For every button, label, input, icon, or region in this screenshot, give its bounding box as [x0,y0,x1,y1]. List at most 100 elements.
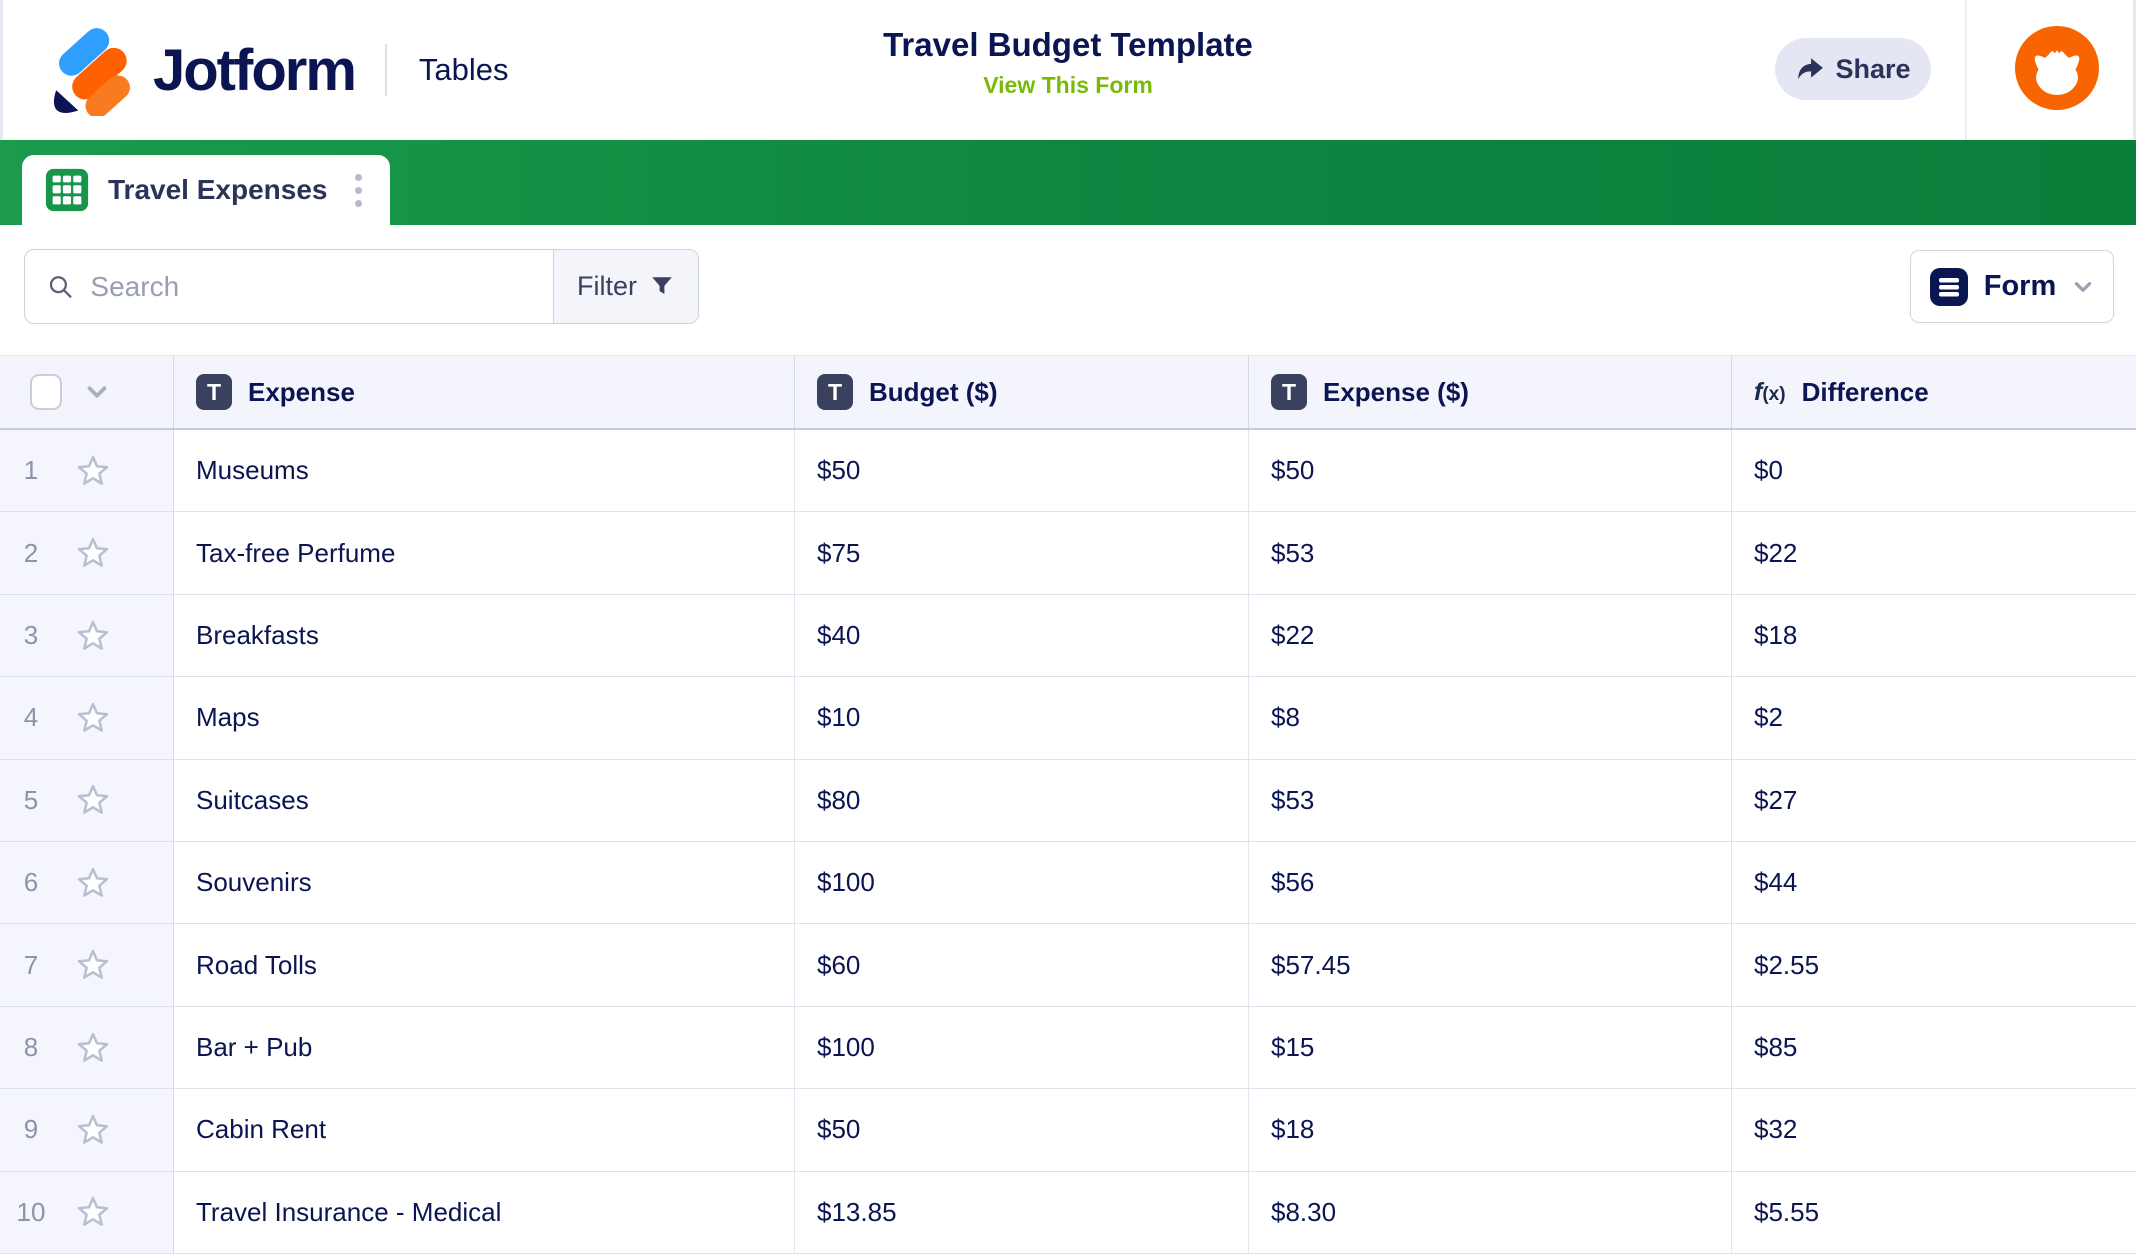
cell-expense[interactable]: Suitcases [174,759,795,842]
column-header-expense-amount[interactable]: T Expense ($) [1249,356,1732,428]
title-block: Travel Budget Template View This Form [883,26,1253,99]
cell-expense-amount[interactable]: $53 [1249,759,1732,842]
cell-difference[interactable]: $5.55 [1732,1172,2136,1253]
table-row: 5 Suitcases $80 $53 $27 [0,759,2136,843]
cell-expense[interactable]: Travel Insurance - Medical [174,1171,795,1254]
cell-difference[interactable]: $18 [1732,595,2136,676]
star-icon[interactable] [74,1029,112,1067]
cell-expense-amount[interactable]: $8 [1249,677,1732,759]
cell-expense[interactable]: Bar + Pub [174,1006,795,1089]
cell-difference[interactable]: $44 [1732,842,2136,923]
cell-expense[interactable]: Maps [174,677,795,759]
sheet-tab-bar: Travel Expenses [0,140,2136,225]
brand-wordmark[interactable]: Jotform [153,37,357,103]
table-header-row: T Expense T Budget ($) T Expense ($) f(x… [0,355,2136,430]
cell-budget[interactable]: $50 [795,1089,1249,1171]
cell-expense-amount[interactable]: $57.45 [1249,924,1732,1006]
cell-expense-amount[interactable]: $50 [1249,430,1732,512]
cell-value: $85 [1754,1032,1798,1063]
tab-menu-kebab-icon[interactable] [347,170,370,211]
star-icon[interactable] [74,781,112,819]
row-meta-cell: 7 [0,924,174,1006]
form-view-switcher[interactable]: Form [1910,250,2114,323]
cell-value: $56 [1271,867,1315,898]
star-icon[interactable] [74,1111,112,1149]
brand-divider [384,44,387,96]
jotform-logo-icon[interactable] [47,24,139,116]
select-all-checkbox[interactable] [30,374,62,410]
table-row: 1 Museums $50 $50 $0 [0,430,2136,513]
search-input[interactable] [90,270,553,303]
cell-expense[interactable]: Cabin Rent [174,1089,795,1171]
filter-button[interactable]: Filter [553,250,698,323]
cell-budget[interactable]: $13.85 [795,1171,1249,1254]
avatar[interactable] [2015,26,2099,110]
cell-value: $8 [1271,702,1300,733]
star-icon[interactable] [74,1193,112,1231]
column-header-difference[interactable]: f(x) Difference [1732,356,2136,428]
cell-budget[interactable]: $100 [795,842,1249,924]
cell-value: $40 [817,620,861,651]
cell-expense-amount[interactable]: $22 [1249,594,1732,677]
row-meta-cell: 2 [0,512,174,594]
text-column-icon: T [1271,374,1307,410]
cell-difference[interactable]: $27 [1732,760,2136,841]
cell-budget[interactable]: $80 [795,759,1249,842]
share-button[interactable]: Share [1775,38,1931,100]
cell-expense-amount[interactable]: $18 [1249,1089,1732,1171]
cell-difference[interactable]: $2.55 [1732,924,2136,1005]
cell-expense-amount[interactable]: $15 [1249,1006,1732,1089]
cell-value: $32 [1754,1114,1798,1145]
cell-expense[interactable]: Road Tolls [174,924,795,1006]
row-meta-cell: 1 [0,430,174,512]
star-icon[interactable] [74,699,112,737]
cell-budget[interactable]: $60 [795,924,1249,1006]
table-row: 6 Souvenirs $100 $56 $44 [0,842,2136,925]
cell-budget[interactable]: $40 [795,594,1249,677]
star-icon[interactable] [74,452,112,490]
cell-budget[interactable]: $50 [795,430,1249,512]
cell-expense-amount[interactable]: $56 [1249,842,1732,924]
cell-expense[interactable]: Museums [174,430,795,512]
cell-value: $22 [1754,537,1798,568]
cell-budget[interactable]: $75 [795,512,1249,594]
column-header-expense[interactable]: T Expense [174,356,795,428]
cell-difference[interactable]: $2 [1732,677,2136,758]
cell-expense[interactable]: Souvenirs [174,842,795,924]
cell-budget[interactable]: $100 [795,1006,1249,1089]
select-all-cell [0,356,174,428]
cell-value: Cabin Rent [196,1114,327,1145]
cell-expense-amount[interactable]: $53 [1249,512,1732,594]
star-icon[interactable] [74,864,112,902]
toolbar: Filter Form [0,225,2136,355]
star-icon[interactable] [74,534,112,572]
search-group: Filter [24,249,699,324]
star-icon[interactable] [74,617,112,655]
cell-value: $50 [817,455,861,486]
view-this-form-link[interactable]: View This Form [983,72,1153,98]
cell-difference[interactable]: $0 [1732,430,2136,511]
cell-value: Suitcases [196,784,309,815]
cell-value: $100 [817,1032,875,1063]
cell-expense-amount[interactable]: $8.30 [1249,1171,1732,1254]
share-arrow-icon [1798,58,1824,80]
cell-budget[interactable]: $10 [795,677,1249,759]
cell-expense[interactable]: Tax-free Perfume [174,512,795,594]
row-meta-cell: 6 [0,842,174,924]
row-number: 5 [23,784,39,815]
cell-difference[interactable]: $85 [1732,1007,2136,1088]
cell-difference[interactable]: $22 [1732,512,2136,593]
cell-value: $18 [1754,620,1798,651]
column-header-budget[interactable]: T Budget ($) [795,356,1249,428]
cell-value: $10 [817,702,861,733]
search-field[interactable] [25,250,553,323]
cell-value: $80 [817,784,861,815]
cell-value: Breakfasts [196,620,319,651]
star-icon[interactable] [74,946,112,984]
tab-travel-expenses[interactable]: Travel Expenses [22,155,390,225]
header-chevron-down-icon[interactable] [82,377,112,407]
cell-expense[interactable]: Breakfasts [174,594,795,677]
cell-value: Road Tolls [196,949,317,980]
cell-difference[interactable]: $32 [1732,1089,2136,1170]
cell-value: $18 [1271,1114,1315,1145]
